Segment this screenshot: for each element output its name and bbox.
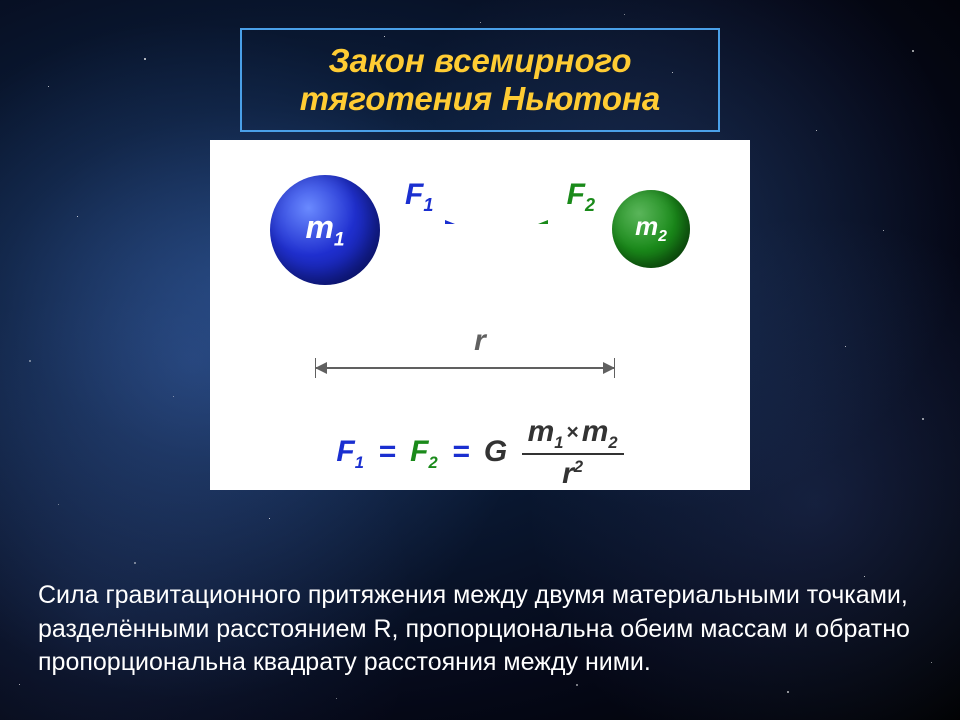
formula: F1 = F2 = G m1×m2 r2	[240, 415, 720, 491]
slide-title: Закон всемирного тяготения Ньютона	[280, 42, 680, 118]
distance-label: r	[466, 324, 494, 358]
formula-eq1: =	[378, 435, 396, 468]
force-2-arrow	[528, 218, 608, 224]
distance-line	[315, 358, 615, 378]
formula-numerator: m1×m2	[522, 415, 624, 453]
mass-2-label: m2	[635, 211, 667, 246]
description-text: Сила гравитационного притяжения между дв…	[38, 579, 922, 680]
formula-eq2: =	[452, 435, 470, 468]
formula-denominator: r2	[522, 453, 624, 491]
title-box: Закон всемирного тяготения Ньютона	[240, 28, 720, 132]
mass-1-label: m1	[305, 209, 344, 251]
masses-row: m1 m2 F1 F2	[240, 170, 720, 300]
distance-row: r	[240, 330, 720, 390]
mass-1-sphere: m1	[270, 175, 380, 285]
force-2-label: F2	[567, 178, 595, 216]
force-1-label: F1	[405, 178, 433, 216]
force-1-arrow	[385, 218, 465, 224]
formula-g: G	[484, 435, 507, 468]
diagram-panel: m1 m2 F1 F2 r F1 = F2	[210, 140, 750, 490]
formula-fraction: m1×m2 r2	[522, 415, 624, 491]
mass-2-sphere: m2	[612, 190, 690, 268]
formula-f1: F1	[336, 435, 364, 468]
formula-f2: F2	[410, 435, 438, 468]
